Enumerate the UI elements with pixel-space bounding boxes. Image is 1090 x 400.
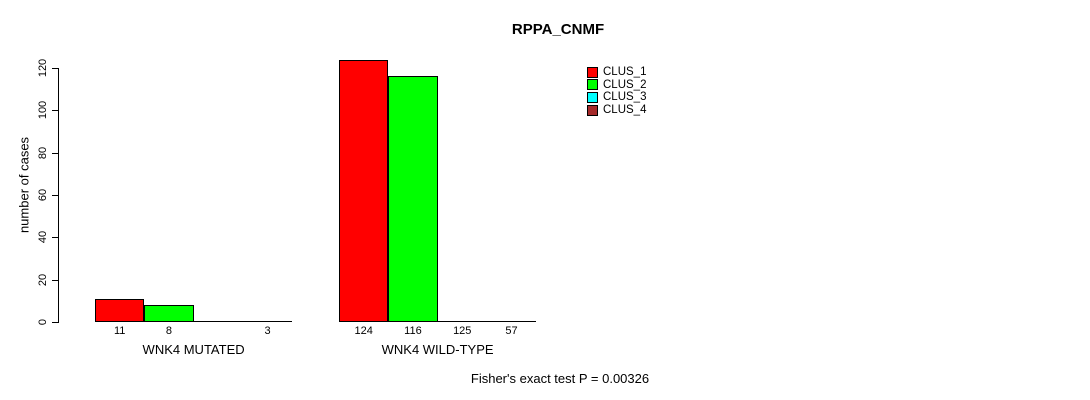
y-tick-mark <box>52 110 58 112</box>
y-tick-label: 80 <box>37 146 49 159</box>
bar-clus_4 <box>242 321 293 322</box>
legend-swatch-clus_3 <box>587 91 598 103</box>
bar-clus_2 <box>144 305 194 322</box>
bar-value-label: 11 <box>113 325 126 337</box>
legend-label: CLUS_3 <box>603 91 647 104</box>
legend-item: CLUS_3 <box>587 91 646 103</box>
y-axis-line <box>58 68 59 323</box>
y-tick-label: 120 <box>37 58 49 78</box>
y-axis-label: number of cases <box>16 136 32 234</box>
legend-label: CLUS_2 <box>603 78 647 91</box>
y-tick-label: 20 <box>37 273 49 286</box>
bar-value-label: 124 <box>354 325 373 337</box>
y-tick-label: 100 <box>37 101 49 120</box>
legend-item: CLUS_2 <box>587 79 646 91</box>
bar-clus_2 <box>388 76 438 322</box>
legend-swatch-clus_4 <box>587 104 598 116</box>
legend-label: CLUS_1 <box>603 66 647 78</box>
bar-value-label: 3 <box>264 325 271 337</box>
bar-value-label: 8 <box>165 325 172 337</box>
y-tick-label: 0 <box>37 318 49 326</box>
bar-clus_3 <box>437 321 487 322</box>
bar-value-label: 125 <box>453 325 472 337</box>
x-category-label: WNK4 MUTATED <box>142 342 245 357</box>
bar-value-label: 116 <box>404 325 422 337</box>
y-tick-mark <box>52 68 58 69</box>
y-tick-mark <box>52 237 58 239</box>
bar-clus_1 <box>339 59 389 322</box>
legend-item: CLUS_1 <box>587 66 646 78</box>
bar-clus_3 <box>193 321 243 322</box>
y-tick-mark <box>52 279 58 281</box>
y-tick-label: 60 <box>37 188 49 202</box>
y-tick-label: 40 <box>37 231 49 244</box>
legend-swatch-clus_2 <box>587 79 598 91</box>
y-tick-mark <box>52 322 58 323</box>
y-tick-mark <box>52 195 58 196</box>
fisher-test-note: Fisher's exact test P = 0.00326 <box>470 371 650 386</box>
bar-clus_4 <box>486 321 537 322</box>
bar-clus_1 <box>95 298 145 322</box>
y-tick-mark <box>52 152 58 154</box>
x-category-label: WNK4 WILD-TYPE <box>381 342 494 357</box>
chart-title: RPPA_CNMF <box>511 21 605 38</box>
bar-value-label: 57 <box>505 325 518 337</box>
legend-swatch-clus_1 <box>587 66 598 78</box>
legend-item: CLUS_4 <box>587 104 646 116</box>
legend-label: CLUS_4 <box>603 104 647 117</box>
